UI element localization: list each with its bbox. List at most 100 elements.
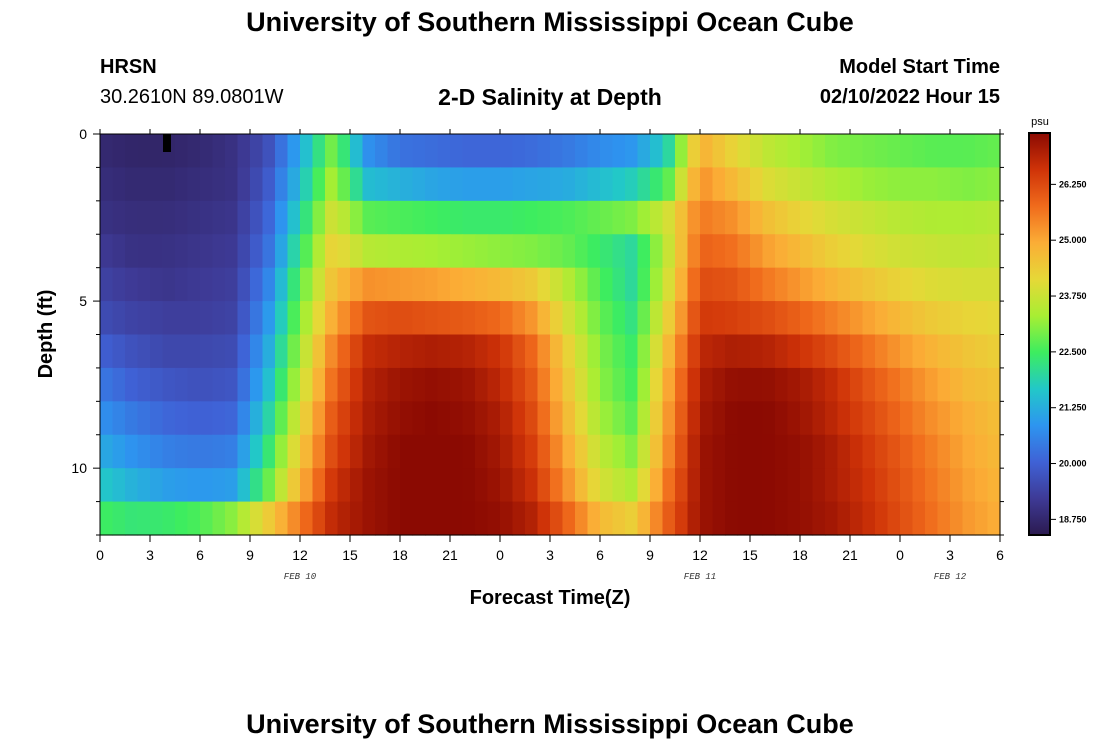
heatmap-cell	[862, 301, 876, 336]
heatmap-cell	[350, 434, 364, 469]
heatmap-cell	[900, 134, 914, 169]
heatmap-cell	[612, 367, 626, 402]
heatmap-cell	[337, 501, 351, 536]
heatmap-cell	[712, 134, 726, 169]
heatmap-cell	[175, 234, 189, 269]
heatmap-cell	[325, 167, 339, 202]
heatmap-cell	[537, 234, 551, 269]
heatmap-cell	[550, 301, 564, 336]
heatmap-cell	[237, 234, 251, 269]
heatmap-cell	[487, 267, 501, 302]
heatmap-cell	[900, 167, 914, 202]
heatmap-cell	[262, 468, 276, 503]
heatmap-cell	[312, 401, 326, 436]
heatmap-cell	[862, 468, 876, 503]
heatmap-cell	[700, 200, 714, 235]
heatmap-cell	[100, 200, 114, 235]
heatmap-cell	[362, 434, 376, 469]
heatmap-cell	[987, 401, 1001, 436]
heatmap-cell	[112, 267, 126, 302]
heatmap-cell	[775, 200, 789, 235]
heatmap-cell	[550, 334, 564, 369]
heatmap-cell	[650, 468, 664, 503]
heatmap-cell	[725, 200, 739, 235]
heatmap-cell	[162, 234, 176, 269]
heatmap-cell	[437, 367, 451, 402]
heatmap-cell	[725, 267, 739, 302]
heatmap-cell	[300, 167, 314, 202]
heatmap-cell	[875, 134, 889, 169]
heatmap-cell	[587, 468, 601, 503]
heatmap-cell	[175, 267, 189, 302]
heatmap-cell	[712, 267, 726, 302]
heatmap-cell	[500, 267, 514, 302]
heatmap-cell	[387, 468, 401, 503]
heatmap-cell	[350, 468, 364, 503]
heatmap-cell	[562, 468, 576, 503]
heatmap-cell	[250, 200, 264, 235]
heatmap-cell	[875, 267, 889, 302]
heatmap-cell	[837, 434, 851, 469]
heatmap-cell	[412, 200, 426, 235]
heatmap-cell	[725, 167, 739, 202]
heatmap-cell	[375, 301, 389, 336]
heatmap-cell	[337, 234, 351, 269]
heatmap-cell	[450, 167, 464, 202]
heatmap-cell	[625, 401, 639, 436]
heatmap-cell	[500, 434, 514, 469]
heatmap-cell	[925, 334, 939, 369]
heatmap-cell	[300, 501, 314, 536]
heatmap-cell	[475, 134, 489, 169]
heatmap-cell	[287, 200, 301, 235]
heatmap-cell	[575, 434, 589, 469]
heatmap-cell	[975, 267, 989, 302]
heatmap-cell	[975, 200, 989, 235]
heatmap-cell	[587, 334, 601, 369]
heatmap-cell	[375, 134, 389, 169]
heatmap-cell	[550, 367, 564, 402]
heatmap-cell	[487, 334, 501, 369]
heatmap-cell	[325, 334, 339, 369]
heatmap-cell	[587, 234, 601, 269]
heatmap-cell	[600, 434, 614, 469]
heatmap-cell	[775, 501, 789, 536]
heatmap-cell	[362, 468, 376, 503]
heatmap-cell	[275, 301, 289, 336]
heatmap-cell	[737, 234, 751, 269]
heatmap-cell	[562, 200, 576, 235]
heatmap-cell	[675, 234, 689, 269]
heatmap-cell	[775, 267, 789, 302]
heatmap-cell	[687, 234, 701, 269]
heatmap-cell	[412, 134, 426, 169]
heatmap-cell	[950, 334, 964, 369]
heatmap-cell	[175, 434, 189, 469]
heatmap-cell	[912, 401, 926, 436]
heatmap-cell	[225, 167, 239, 202]
heatmap-cell	[837, 234, 851, 269]
heatmap-cell	[275, 434, 289, 469]
heatmap-cell	[112, 434, 126, 469]
heatmap-cell	[375, 200, 389, 235]
heatmap-cell	[812, 167, 826, 202]
heatmap-cell	[787, 234, 801, 269]
heatmap-cell	[437, 468, 451, 503]
heatmap-cell	[125, 134, 139, 169]
heatmap-cell	[375, 167, 389, 202]
heatmap-cell	[412, 434, 426, 469]
heatmap-cell	[850, 234, 864, 269]
heatmap-cell	[937, 134, 951, 169]
heatmap-cell	[125, 367, 139, 402]
heatmap-cell	[212, 200, 226, 235]
heatmap-cell	[562, 134, 576, 169]
heatmap-cell	[275, 468, 289, 503]
heatmap-cell	[275, 134, 289, 169]
heatmap-cell	[812, 234, 826, 269]
heatmap-cell	[837, 267, 851, 302]
heatmap-cell	[200, 267, 214, 302]
heatmap-cell	[300, 234, 314, 269]
heatmap-cell	[725, 234, 739, 269]
heatmap-cell	[737, 468, 751, 503]
heatmap-cell	[700, 468, 714, 503]
heatmap-cell	[387, 167, 401, 202]
heatmap-cell	[737, 167, 751, 202]
